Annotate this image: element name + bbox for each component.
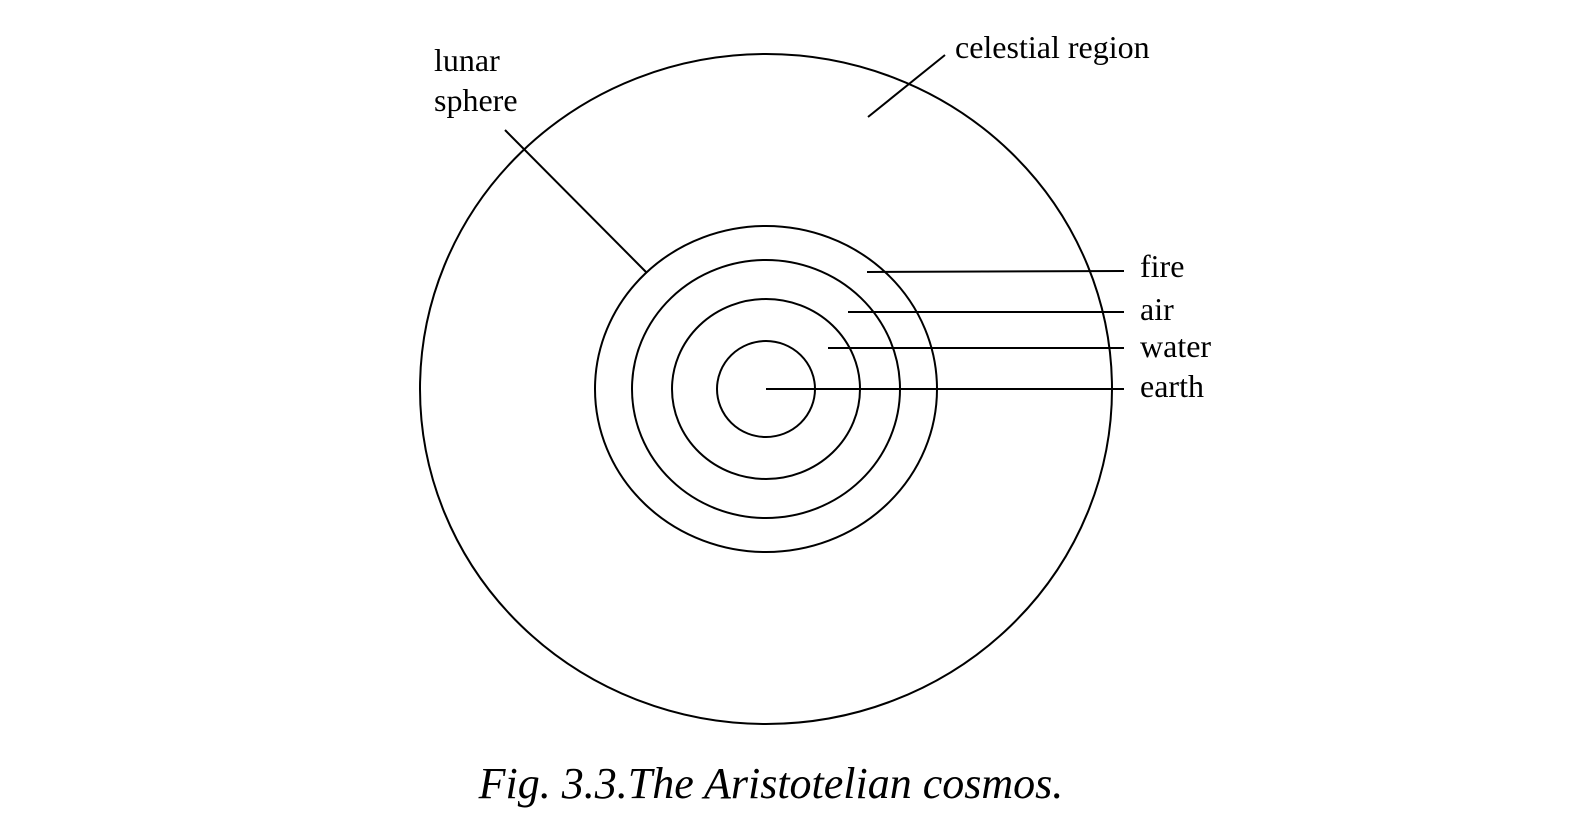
lunar-sphere-label-line2: sphere xyxy=(434,82,518,118)
fire-label: fire xyxy=(1140,248,1184,284)
figure-caption: Fig. 3.3.The Aristotelian cosmos. xyxy=(478,759,1064,808)
celestial-region-leader-line xyxy=(867,54,946,118)
celestial-region-label: celestial region xyxy=(955,29,1150,65)
earth-label: earth xyxy=(1140,368,1204,404)
lunar-sphere-label-line1: lunar xyxy=(434,42,500,78)
fire-leader-line xyxy=(866,270,1125,273)
lunar-sphere-leader-line xyxy=(504,129,648,274)
water-label: water xyxy=(1140,328,1211,364)
air-label: air xyxy=(1140,291,1174,327)
